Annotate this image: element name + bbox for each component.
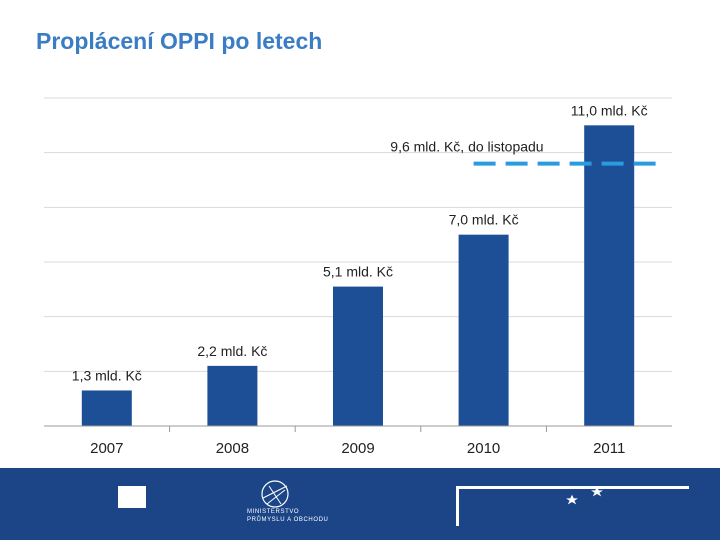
bar-2007 xyxy=(81,390,132,426)
footer-bar: MINISTERSTVO PRŮMYSLU A OBCHODU xyxy=(0,468,720,540)
data-label-2008: 2,2 mld. Kč xyxy=(197,343,267,359)
data-label-2009: 5,1 mld. Kč xyxy=(323,264,393,280)
bar-2011 xyxy=(584,125,635,426)
data-label-2007: 1,3 mld. Kč xyxy=(72,367,142,383)
data-label-2011: 11,0 mld. Kč xyxy=(571,102,648,118)
data-label-2010: 7,0 mld. Kč xyxy=(449,212,519,228)
eu-stars-icon xyxy=(566,488,632,505)
ministry-line-2: PRŮMYSLU A OBCHODU xyxy=(247,517,329,523)
ministry-name: MINISTERSTVO PRŮMYSLU A OBCHODU xyxy=(247,508,328,524)
bar-2008 xyxy=(207,365,258,426)
reference-line-label: 9,6 mld. Kč, do listopadu xyxy=(390,139,543,155)
flag-icon xyxy=(118,486,146,508)
footer-divider xyxy=(456,486,459,526)
ministry-logo-icon xyxy=(261,480,289,508)
slide-title: Proplácení OPPI po letech xyxy=(36,28,323,54)
x-tick-2010: 2010 xyxy=(467,440,500,457)
x-tick-2011: 2011 xyxy=(593,440,625,457)
bar-2010 xyxy=(458,234,509,426)
x-tick-2007: 2007 xyxy=(90,440,123,457)
bar-chart: 9,6 mld. Kč, do listopadu 1,3 mld. Kč 2,2… xyxy=(44,97,672,457)
x-tick-2009: 2009 xyxy=(341,440,374,457)
bar-2009 xyxy=(333,286,383,426)
footer-hline xyxy=(459,486,689,489)
x-tick-2008: 2008 xyxy=(216,440,249,457)
ministry-line-1: MINISTERSTVO xyxy=(247,509,300,515)
